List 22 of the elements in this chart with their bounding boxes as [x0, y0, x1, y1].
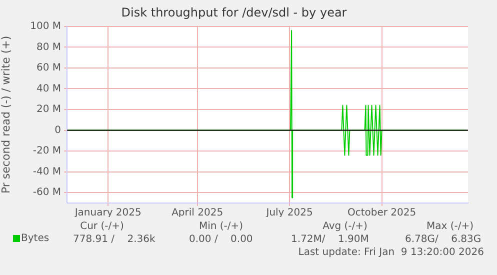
y-tick-label: -20 M: [32, 146, 61, 157]
text: 0.00 / 0.00: [189, 234, 253, 245]
x-tick-label: October 2025: [347, 208, 416, 219]
legend-label: Bytes: [21, 233, 50, 244]
y-axis-title: Pr second read (-) / write (+): [0, 36, 12, 194]
text: Cur (-/+): [80, 221, 124, 232]
y-tick-label: -60 M: [32, 187, 61, 198]
text: 778.91 / 2.36k: [73, 234, 156, 245]
text: 6.78G/ 6.83G: [405, 234, 482, 245]
text: Avg (-/+): [322, 221, 368, 232]
chart-title: Disk throughput for /dev/sdl - by year: [121, 5, 347, 20]
y-tick-label: 60 M: [36, 62, 61, 74]
y-tick-label: 40 M: [36, 83, 61, 94]
text: Min (-/+): [198, 221, 244, 232]
text: 1.72M/ 1.90M: [291, 234, 369, 245]
y-tick-label: -40 M: [32, 166, 61, 178]
text: Last update: Fri Jan 9 13:20:00 2026: [298, 247, 484, 258]
y-tick-label: 80 M: [36, 42, 61, 53]
text: Max (-/+): [426, 221, 474, 232]
y-tick-label: 20 M: [36, 104, 61, 116]
y-tick-label: 100 M: [30, 20, 61, 32]
y-tick-label: 0: [54, 124, 61, 136]
